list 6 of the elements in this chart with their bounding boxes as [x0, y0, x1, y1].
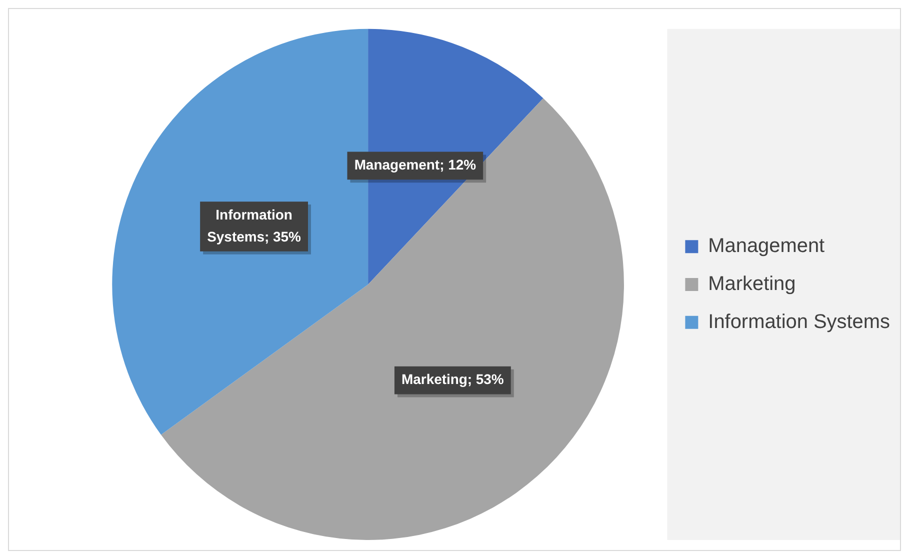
- data-label: Marketing; 53%: [402, 371, 504, 388]
- legend-label: Marketing: [708, 272, 796, 295]
- legend-label: Information Systems: [708, 310, 890, 333]
- data-label: Management; 12%: [354, 156, 477, 173]
- legend-label: Management: [708, 235, 826, 258]
- data-label: Information Systems; 35%: [207, 206, 302, 244]
